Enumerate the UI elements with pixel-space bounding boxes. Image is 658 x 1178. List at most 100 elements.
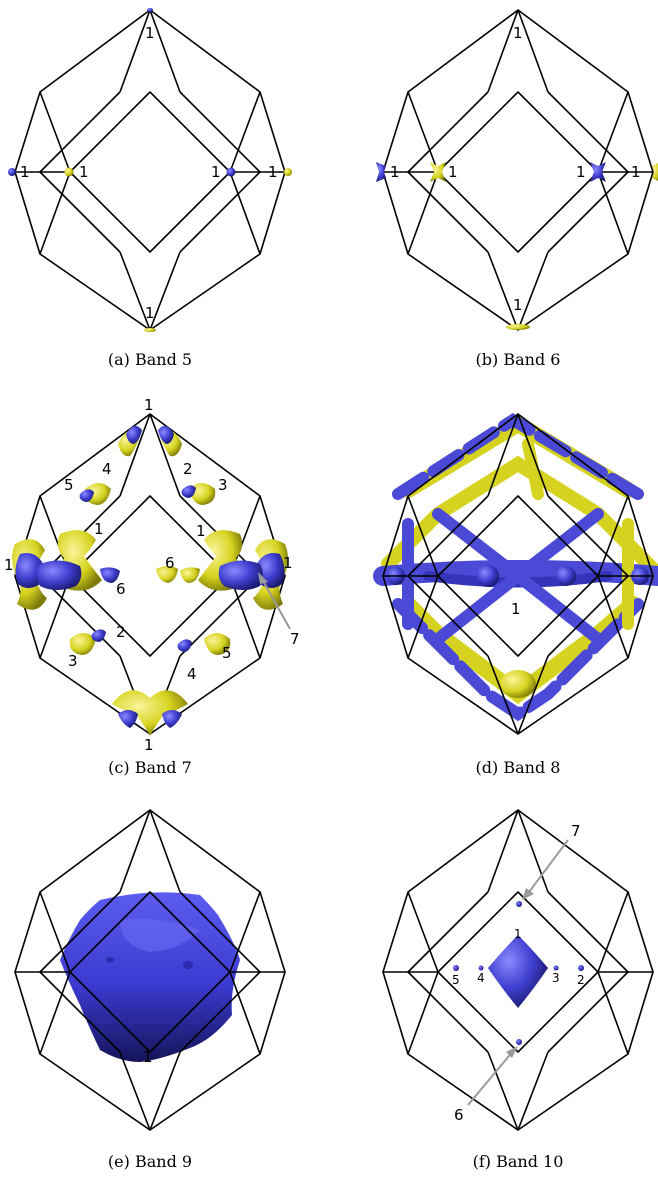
- node-blue: [477, 565, 499, 587]
- pocket-blue: [376, 162, 386, 182]
- pocket-label: 1: [390, 163, 400, 181]
- panel-b-diagram: 1 1 1 1 1 1: [376, 9, 658, 331]
- pocket-label: 5: [222, 644, 232, 662]
- pointer-arrow: [525, 839, 569, 897]
- panel-f-diagram: 7 1 5 4 3 2 6: [382, 809, 654, 1131]
- surface-blue: [37, 560, 82, 590]
- panel-e-diagram: 1: [14, 809, 286, 1131]
- pocket-label: 1: [144, 736, 154, 754]
- fermi-surface-blob: [60, 892, 240, 1062]
- pocket-label: 1: [268, 163, 278, 181]
- panel-c-diagram: 1 4 2 5 3 1 1 1 6 6 1 7 2 5 3 4 1: [4, 396, 300, 754]
- surface-blue: [15, 553, 45, 588]
- surface-highlight: [120, 918, 200, 952]
- brillouin-zone-wireframe: [14, 9, 286, 331]
- surface-yellow: [69, 633, 96, 655]
- pocket-yellow: [64, 167, 74, 177]
- pocket-label: 3: [552, 971, 560, 985]
- brillouin-zone-wireframe: [382, 9, 654, 331]
- panel-a-diagram: 1 1 1 1 1 1: [8, 8, 292, 332]
- surface-yellow: [84, 483, 111, 505]
- node-yellow: [500, 670, 536, 698]
- pocket-label: 1: [576, 163, 586, 181]
- pointer-arrow: [467, 1049, 515, 1106]
- pocket-label: 5: [64, 476, 74, 494]
- surface-blue: [162, 710, 182, 728]
- panel-d-diagram: 1: [373, 412, 658, 735]
- surface-dimple: [106, 957, 114, 963]
- pocket-label: 4: [477, 971, 485, 985]
- pocket-label: 1: [145, 24, 155, 42]
- pocket-label: 6: [454, 1106, 464, 1124]
- pocket-yellow: [652, 163, 658, 181]
- small-pocket: [453, 965, 459, 971]
- pocket-label: 3: [68, 652, 78, 670]
- pocket-label: 1: [20, 163, 30, 181]
- small-pocket: [578, 965, 584, 971]
- pocket-label: 1: [513, 24, 523, 42]
- caption-f: (f) Band 10: [472, 1152, 564, 1171]
- pocket-blue: [8, 168, 16, 176]
- pocket-label: 1: [448, 163, 458, 181]
- pocket-label: 6: [116, 580, 126, 598]
- small-pocket: [516, 901, 522, 907]
- arrow-head-icon: [258, 572, 268, 584]
- pocket-label: 3: [218, 476, 228, 494]
- surface-blue: [181, 485, 196, 498]
- pocket-label: 1: [145, 304, 155, 322]
- surface-dimple: [183, 961, 193, 969]
- pocket-label: 1: [143, 1048, 153, 1066]
- surface-yellow: [204, 633, 231, 655]
- arrow-head-icon: [506, 1046, 518, 1058]
- pocket-label: 1: [4, 556, 14, 574]
- pocket-blue: [226, 167, 236, 177]
- pocket-yellow: [144, 328, 156, 332]
- pocket-label: 1: [94, 520, 104, 538]
- pocket-label: 1: [144, 396, 154, 414]
- pocket-label: 1: [196, 522, 206, 540]
- surface-blue: [158, 425, 174, 444]
- pocket-label: 1: [513, 296, 523, 314]
- surface-blue: [126, 425, 142, 444]
- pocket-yellow: [284, 168, 292, 176]
- pocket-label: 4: [102, 460, 112, 478]
- pocket-yellow: [506, 324, 530, 330]
- surface-blue: [118, 710, 138, 728]
- node-blue: [556, 566, 576, 586]
- pocket-label: 1: [283, 554, 293, 572]
- small-pocket: [516, 1039, 522, 1045]
- caption-e: (e) Band 9: [107, 1152, 193, 1171]
- pocket-label: 6: [165, 554, 175, 572]
- pocket-blue: [590, 162, 606, 182]
- surface-yellow: [112, 690, 188, 736]
- caption-b: (b) Band 6: [475, 350, 561, 369]
- pocket-label: 2: [116, 623, 126, 641]
- pocket-yellow: [430, 162, 446, 182]
- surface-blue: [177, 639, 192, 652]
- pocket-label: 5: [452, 973, 460, 987]
- pocket-label: 7: [571, 822, 581, 840]
- pointer-arrow: [261, 578, 291, 630]
- pocket-label: 4: [187, 665, 197, 683]
- pocket-label: 1: [79, 163, 89, 181]
- surface-blue: [91, 629, 106, 642]
- surface-blue: [218, 560, 263, 590]
- small-pocket: [553, 965, 559, 971]
- caption-a: (a) Band 5: [107, 350, 193, 369]
- surface-yellow: [180, 567, 200, 583]
- pocket-label: 1: [511, 600, 521, 618]
- arrow-head-icon: [522, 888, 534, 900]
- pocket-blue: [147, 8, 153, 12]
- pocket-label: 7: [290, 630, 300, 648]
- surface-yellow: [156, 566, 178, 583]
- surface-blue: [100, 567, 120, 583]
- pocket-label: 1: [211, 163, 221, 181]
- pocket-label: 2: [577, 973, 585, 987]
- small-pocket: [478, 965, 484, 971]
- pocket-label: 2: [183, 460, 193, 478]
- caption-d: (d) Band 8: [475, 758, 561, 777]
- pocket-label: 1: [514, 927, 522, 941]
- fermi-pocket-octahedron: [488, 935, 548, 1008]
- caption-c: (c) Band 7: [108, 758, 192, 777]
- pocket-label: 1: [631, 163, 641, 181]
